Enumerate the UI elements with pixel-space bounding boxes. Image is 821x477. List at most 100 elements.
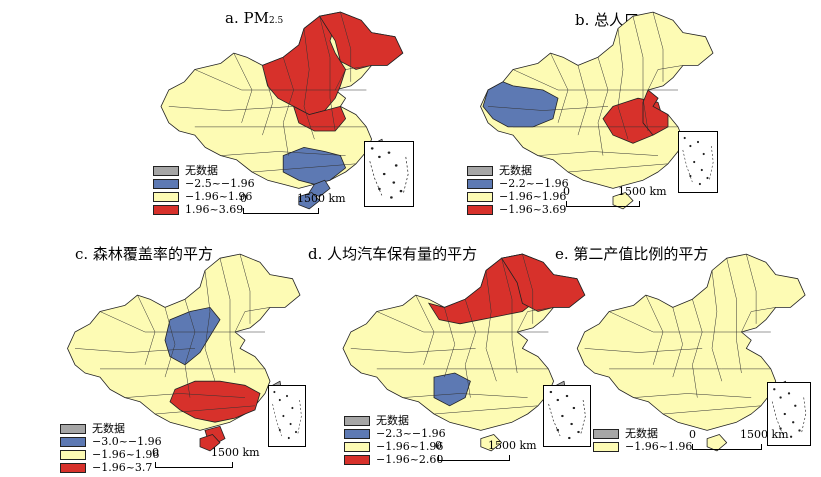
- scale-zero-label: 0: [435, 439, 442, 452]
- island-dot: [561, 414, 564, 418]
- legend-label: 无数据: [376, 414, 409, 427]
- panel-title-text: e. 第二产值比例的平方: [555, 245, 709, 263]
- legend-item: −1.96~1.96: [344, 440, 446, 453]
- legend-swatch: [467, 178, 493, 189]
- island-dot: [278, 398, 281, 402]
- legend-swatch: [467, 204, 493, 215]
- island-dot: [689, 144, 692, 148]
- province-boundary: [340, 12, 350, 82]
- panel-d-title: d. 人均汽车保有量的平方: [308, 243, 477, 264]
- legend-swatch: [153, 178, 179, 189]
- legend-item: −1.96~3.69: [467, 203, 569, 216]
- scale-end-label: 1500 km: [211, 446, 260, 459]
- legend-item: −2.5~−1.96: [153, 177, 255, 190]
- legend-swatch: [153, 165, 179, 176]
- island-dot: [689, 174, 692, 178]
- legend-label: −3.0~−1.96: [92, 435, 162, 448]
- island-dot: [572, 406, 576, 410]
- island-dot: [568, 436, 571, 440]
- island-dot: [387, 151, 391, 154]
- panel-title-subscript: 2.5: [268, 16, 284, 26]
- legend-label: −1.96~1.96: [185, 190, 253, 203]
- legend-item: 无数据: [593, 427, 692, 440]
- legend-swatch: [467, 191, 493, 202]
- hainan-island: [299, 193, 320, 209]
- scale-line: [155, 462, 233, 468]
- south-china-sea-inset: [678, 131, 718, 193]
- panel-a-legend: 无数据 −2.5~−1.96 −1.96~1.96 1.96~3.69: [153, 164, 255, 216]
- panel-title-text: a. PM: [225, 9, 269, 27]
- nine-dash-line: [272, 399, 302, 437]
- island-dot: [783, 412, 786, 416]
- legend-label: −1.96~1.96: [376, 440, 444, 453]
- province-boundary: [568, 164, 668, 172]
- island-dot: [698, 182, 701, 186]
- legend-swatch: [467, 165, 493, 176]
- south-china-sea-inset: [767, 382, 811, 446]
- region-southeast: [309, 180, 330, 196]
- province-boundary: [741, 307, 775, 332]
- legend-item: −1.96~2.60: [344, 453, 446, 466]
- legend-item: 无数据: [60, 422, 162, 435]
- island-dot: [378, 155, 381, 159]
- province-boundary: [517, 307, 553, 332]
- province-boundary: [434, 406, 538, 414]
- scale-line: [438, 455, 510, 461]
- island-dot: [286, 394, 288, 398]
- hainan-island: [707, 435, 727, 451]
- island-dot: [570, 422, 573, 426]
- province-boundary: [320, 16, 336, 131]
- south-china-sea-inset: [543, 385, 591, 447]
- province-boundary: [465, 299, 475, 397]
- island-dot: [278, 428, 281, 432]
- island-dot: [378, 187, 381, 191]
- region-south: [283, 147, 345, 184]
- province-boundary: [502, 258, 518, 373]
- south-china-sea-inset: [364, 141, 414, 207]
- province-boundary: [653, 12, 663, 82]
- legend-swatch: [344, 441, 370, 452]
- legend-swatch: [60, 436, 86, 447]
- province-boundary: [488, 106, 608, 110]
- scale-zero-label: 0: [563, 185, 570, 198]
- region-south: [170, 381, 260, 422]
- province-boundary: [633, 16, 648, 131]
- nine-dash-line: [369, 156, 409, 196]
- province-boundary: [235, 307, 270, 332]
- island-dot: [382, 172, 386, 176]
- legend-label: 无数据: [499, 164, 532, 177]
- island-dot: [273, 390, 276, 394]
- island-dot: [282, 414, 285, 418]
- province-boundary: [522, 254, 532, 324]
- island-dot: [792, 421, 795, 424]
- panel-title-text: c. 森林覆盖率的平方: [75, 245, 213, 263]
- province-boundary: [648, 65, 683, 90]
- province-boundary: [283, 57, 293, 155]
- region-central: [294, 106, 346, 131]
- nine-dash-line: [682, 145, 714, 183]
- scale-end-label: 1500 km: [297, 192, 346, 205]
- nine-dash-line: [771, 397, 807, 435]
- scale-line: [243, 208, 319, 214]
- province-boundary: [727, 258, 742, 373]
- island-dot: [289, 422, 292, 426]
- legend-label: −2.3~−1.96: [376, 427, 446, 440]
- province-boundary: [351, 348, 476, 352]
- legend-label: −1.96~3.69: [499, 203, 567, 216]
- island-dot: [696, 140, 700, 144]
- legend-item: 无数据: [467, 164, 569, 177]
- province-boundary: [240, 254, 250, 324]
- region-north: [165, 307, 220, 364]
- legend-swatch: [60, 423, 86, 434]
- province-boundary: [262, 65, 272, 135]
- legend-swatch: [593, 441, 619, 452]
- legend-swatch: [344, 454, 370, 465]
- inset-islands: [369, 147, 409, 199]
- island-dot: [556, 398, 560, 402]
- inset-islands: [771, 388, 807, 438]
- province-boundary: [252, 164, 356, 172]
- province-boundary: [673, 307, 683, 377]
- province-boundary: [486, 271, 496, 382]
- legend-item: −1.96~1.96: [60, 448, 162, 461]
- panel-e-title: e. 第二产值比例的平方: [555, 243, 708, 264]
